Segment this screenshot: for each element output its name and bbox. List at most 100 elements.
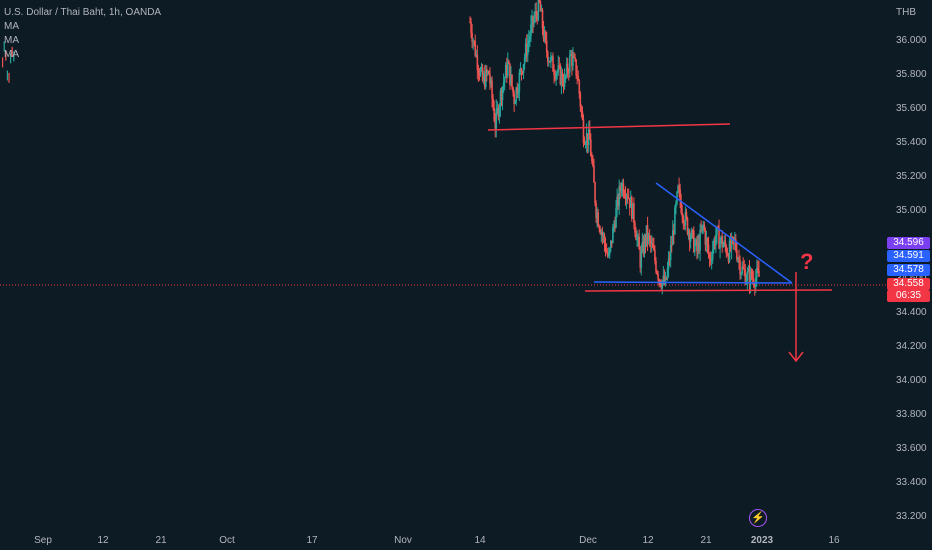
triangle-base-line — [593, 281, 793, 284]
candle-body — [608, 248, 611, 255]
candle-body — [617, 196, 619, 207]
candle-body — [721, 236, 723, 248]
price-tag-blue-1: 34.591 — [887, 250, 930, 262]
candle-body — [561, 72, 564, 84]
indicator-ma-1[interactable]: MA — [4, 21, 19, 32]
candle-body — [585, 133, 588, 144]
candle-body — [656, 271, 658, 274]
candle-body — [655, 260, 657, 272]
price-tag-blue-2: 34.578 — [887, 264, 930, 276]
candle-body — [649, 238, 652, 245]
candle-body — [709, 258, 712, 260]
symbol-title[interactable]: U.S. Dollar / Thai Baht, 1h, OANDA — [4, 7, 162, 18]
candle-body — [687, 230, 690, 234]
candle-body — [505, 64, 508, 76]
candle-body — [614, 224, 616, 228]
candle-body — [550, 56, 552, 63]
candle-body — [487, 71, 489, 74]
candle-body — [699, 229, 701, 252]
candle-body — [693, 230, 695, 252]
candle-body — [678, 185, 680, 190]
candle-body — [658, 279, 660, 281]
candle-body — [526, 43, 529, 56]
candle-body — [597, 212, 599, 226]
candle-body — [712, 240, 715, 250]
candle-body — [574, 57, 576, 60]
candle-body — [552, 56, 554, 72]
time-tick-label: 14 — [474, 535, 486, 546]
time-tick-label: 2023 — [751, 535, 774, 546]
candle-body — [592, 161, 594, 166]
candle-body — [470, 22, 472, 33]
candle-body — [498, 107, 501, 117]
candle-body — [489, 74, 491, 84]
candle-body — [490, 80, 492, 84]
candle-body — [602, 235, 605, 237]
candle-body — [668, 258, 671, 261]
candle-body — [524, 43, 527, 58]
candle-body — [752, 278, 755, 285]
candle-body — [474, 41, 477, 56]
candle-body — [689, 237, 692, 242]
candle-body — [627, 197, 630, 199]
candle-body — [507, 61, 509, 76]
candle-body — [666, 268, 669, 279]
indicator-ma-3[interactable]: MA — [4, 49, 19, 60]
candle-body — [504, 64, 507, 78]
candle-body — [496, 107, 499, 109]
price-tick-label: 35.200 — [896, 171, 927, 182]
candle-body — [593, 165, 595, 183]
candle-body — [690, 229, 693, 238]
candle-body — [622, 183, 625, 195]
candle-body — [494, 120, 497, 129]
candle-body — [534, 11, 536, 19]
candle-body — [519, 68, 522, 73]
candle-body — [604, 243, 607, 253]
arrow-head — [788, 351, 804, 363]
candle-body — [663, 275, 666, 285]
time-tick-label: Nov — [394, 535, 412, 546]
candle-body — [750, 270, 753, 278]
candle-body — [625, 195, 628, 200]
candle-body — [746, 272, 749, 281]
countdown-tag: 06:35 — [887, 290, 930, 302]
candle-body — [469, 22, 471, 23]
candle-body — [657, 273, 659, 280]
price-tick-label: 33.400 — [896, 477, 927, 488]
candle-body — [661, 281, 664, 289]
candle-body — [669, 244, 672, 261]
candle-body — [653, 247, 655, 250]
candle-body — [650, 243, 653, 245]
candle-body — [738, 258, 740, 260]
lightning-icon[interactable]: ⚡ — [749, 509, 767, 527]
price-tick-label: 35.800 — [896, 69, 927, 80]
candle-body — [744, 270, 747, 284]
time-tick-label: 12 — [97, 535, 109, 546]
candle-body — [533, 18, 535, 24]
candle-body — [606, 252, 609, 256]
price-tick-label: 34.200 — [896, 341, 927, 352]
candle-body — [548, 61, 550, 63]
candle-body — [702, 224, 705, 226]
indicator-ma-2[interactable]: MA — [4, 35, 19, 46]
candle-body — [639, 249, 642, 268]
candle-body — [621, 183, 624, 191]
time-tick-label: 21 — [700, 535, 712, 546]
candle-body — [590, 139, 592, 157]
candle-body — [586, 133, 589, 145]
candle-body — [654, 249, 656, 261]
candle-body — [482, 74, 485, 81]
candle-body — [509, 63, 511, 85]
candle-body — [539, 1, 542, 12]
candle-body — [3, 41, 5, 52]
candle-body — [726, 254, 729, 256]
candle-body — [497, 107, 500, 117]
candle-body — [700, 229, 702, 231]
candle-body — [536, 14, 539, 20]
candle-body — [751, 277, 754, 279]
candle-body — [492, 98, 494, 109]
candle-body — [665, 277, 668, 279]
candle-body — [557, 65, 560, 72]
